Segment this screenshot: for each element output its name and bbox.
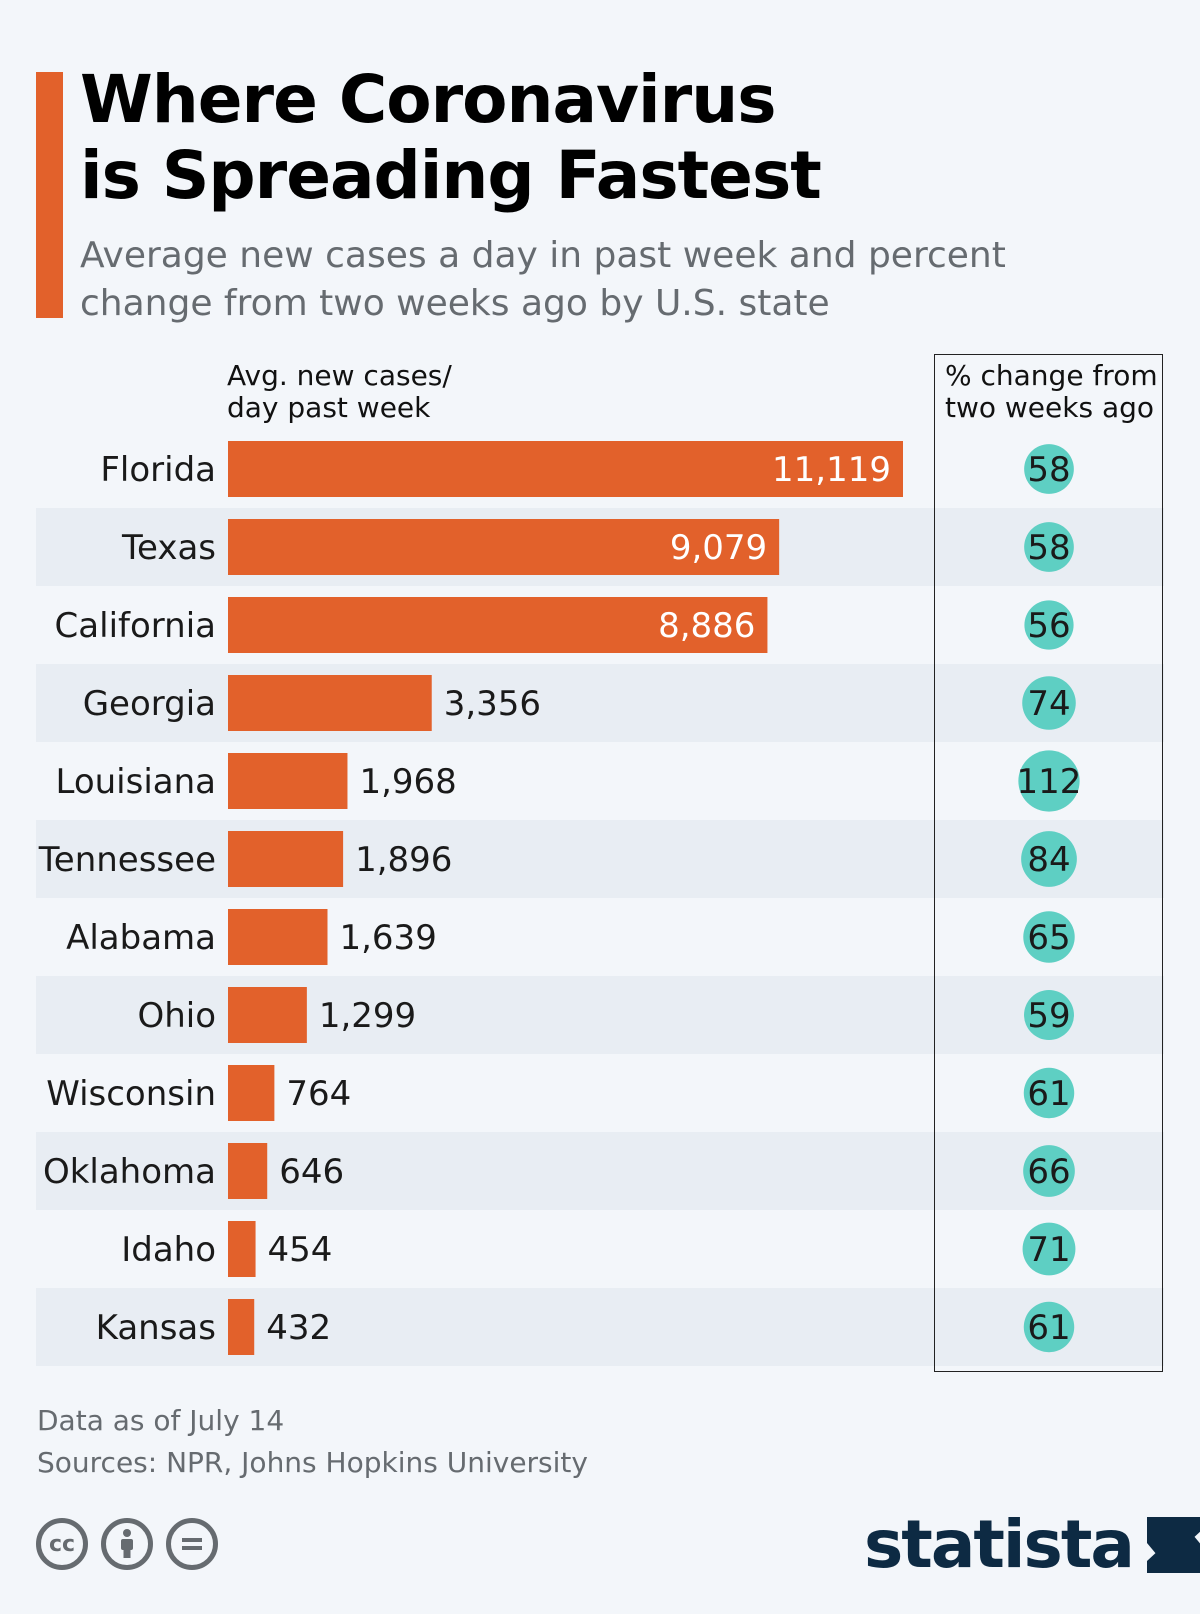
bar-value-label: 3,356 (444, 684, 541, 724)
category-label: Kansas (96, 1308, 216, 1348)
bar (228, 597, 768, 653)
bar-value-label: 646 (279, 1152, 344, 1192)
category-label: Florida (100, 450, 216, 490)
bar-value-label: 11,119 (772, 450, 891, 490)
bar-value-label: 432 (266, 1308, 331, 1348)
bar-value-label: 1,299 (319, 996, 416, 1036)
subtitle-line-2: change from two weeks ago by U.S. state (80, 283, 830, 324)
percent-label: 66 (1027, 1152, 1070, 1192)
data-date-note: Data as of July 14 (37, 1404, 285, 1437)
bar-column-header-line-1: Avg. new cases/ (227, 359, 452, 392)
attribution-icon[interactable] (101, 1518, 153, 1570)
percent-label: 71 (1027, 1230, 1070, 1270)
percent-label: 74 (1027, 684, 1070, 724)
category-label: Ohio (137, 996, 216, 1036)
percent-label: 65 (1027, 918, 1070, 958)
percent-label: 56 (1027, 606, 1070, 646)
bar (228, 987, 307, 1043)
chart-title: Where Coronavirus is Spreading Fastest (80, 62, 1080, 214)
bar (228, 1299, 255, 1355)
statista-logo-icon (1146, 1516, 1200, 1573)
percent-bubble (1021, 831, 1077, 887)
bar-column-header-line-2: day past week (227, 391, 431, 424)
bar (228, 753, 348, 809)
percent-column-header-line-1: % change from (945, 359, 1158, 392)
percent-bubble (1023, 911, 1075, 963)
statista-wordmark: statista (864, 1506, 1135, 1583)
percent-bubble (1024, 444, 1074, 494)
no-derivatives-icon[interactable] (166, 1518, 218, 1570)
bar-value-label: 1,639 (339, 918, 436, 958)
row-background (36, 664, 1164, 742)
category-label: Wisconsin (46, 1074, 216, 1114)
category-label: Louisiana (55, 762, 216, 802)
bar (228, 519, 780, 575)
percent-bubble (1022, 1222, 1076, 1276)
percent-bubble (1023, 1067, 1075, 1119)
bar (228, 1143, 268, 1199)
bar (228, 1221, 256, 1277)
percent-change-box (934, 354, 1163, 1372)
bar-chart: Florida 11,119 58 Texas 9,079 58 California 8,8… (36, 441, 1164, 1366)
bar-value-label: 9,079 (670, 528, 767, 568)
percent-bubble (1024, 522, 1074, 572)
percent-label: 59 (1027, 996, 1070, 1036)
bar (228, 441, 903, 497)
percent-bubble (1023, 1145, 1075, 1197)
bar-value-label: 764 (286, 1074, 351, 1114)
statista-logo[interactable]: statista (864, 1506, 1200, 1583)
bar-column-header: Avg. new cases/ day past week (227, 360, 452, 424)
bar (228, 909, 328, 965)
percent-label: 61 (1027, 1308, 1070, 1348)
row-background (36, 976, 1164, 1054)
category-label: Alabama (66, 918, 216, 958)
bar-value-label: 8,886 (658, 606, 755, 646)
bar (228, 675, 432, 731)
bar (228, 831, 344, 887)
chart-subtitle: Average new cases a day in past week and… (80, 232, 1140, 328)
percent-label: 84 (1027, 840, 1070, 880)
bar-value-label: 1,896 (355, 840, 452, 880)
percent-column-header: % change from two weeks ago (934, 360, 1164, 424)
percent-label: 58 (1027, 450, 1070, 490)
row-background (36, 1288, 1164, 1366)
row-background (36, 820, 1164, 898)
bar-value-label: 454 (268, 1230, 333, 1270)
percent-column-header-line-2: two weeks ago (945, 391, 1155, 424)
subtitle-line-1: Average new cases a day in past week and… (80, 235, 1006, 276)
category-label: Georgia (83, 684, 216, 724)
license-icons: cc (36, 1518, 218, 1570)
category-label: Tennessee (38, 840, 216, 880)
category-label: Oklahoma (43, 1152, 216, 1192)
bar (228, 1065, 275, 1121)
row-background (36, 1132, 1164, 1210)
creative-commons-icon[interactable]: cc (36, 1518, 88, 1570)
percent-label: 58 (1027, 528, 1070, 568)
percent-bubble (1023, 1301, 1075, 1353)
percent-bubble (1018, 750, 1080, 812)
title-accent-bar (36, 72, 63, 318)
percent-label: 112 (1017, 762, 1082, 802)
bar-value-label: 1,968 (359, 762, 456, 802)
percent-bubble (1024, 600, 1074, 650)
percent-bubble (1024, 990, 1074, 1040)
category-label: Idaho (121, 1230, 216, 1270)
percent-label: 61 (1027, 1074, 1070, 1114)
sources-note: Sources: NPR, Johns Hopkins University (37, 1446, 588, 1479)
category-label: Texas (121, 528, 216, 568)
title-line-2: is Spreading Fastest (80, 137, 822, 214)
category-label: California (55, 606, 216, 646)
title-line-1: Where Coronavirus (80, 61, 777, 138)
percent-bubble (1022, 676, 1076, 730)
